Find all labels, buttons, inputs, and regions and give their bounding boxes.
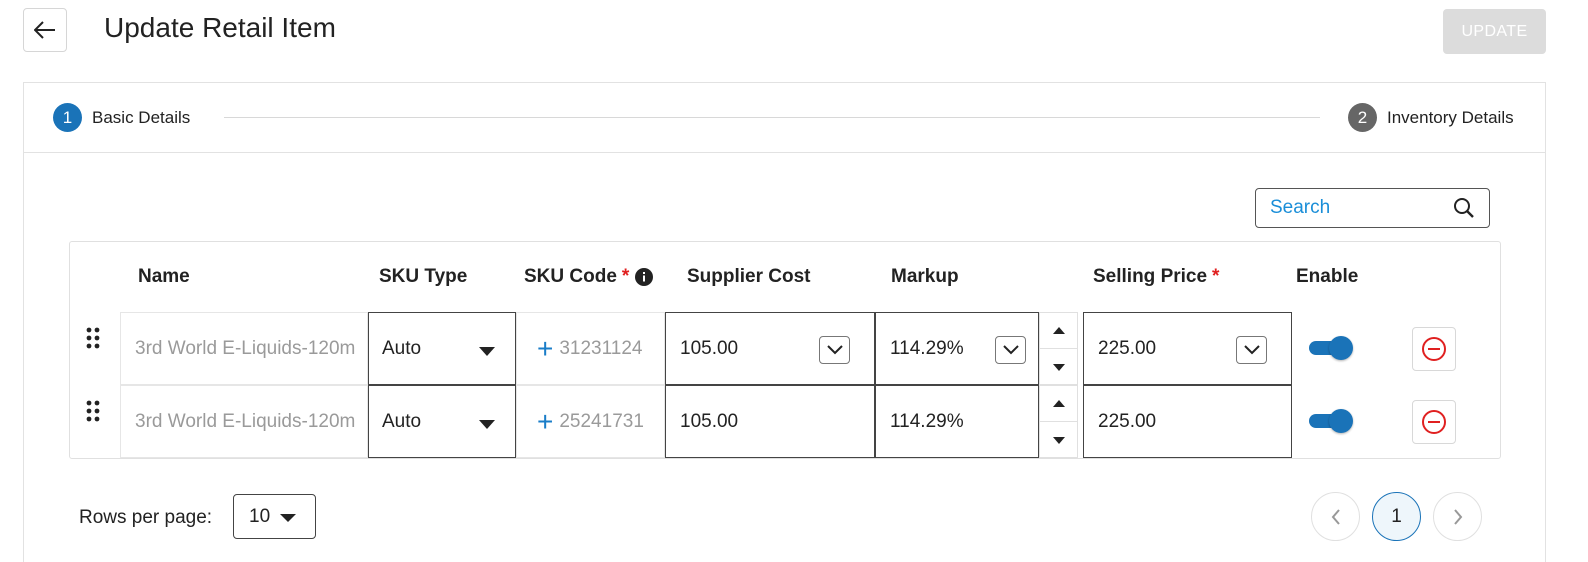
search-field — [1255, 188, 1490, 228]
step-number: 2 — [1348, 103, 1377, 132]
column-header-sku-type: SKU Type — [379, 266, 467, 288]
caret-down-icon — [280, 514, 297, 522]
caret-down-icon — [1052, 436, 1065, 444]
caret-up-icon — [1052, 327, 1065, 334]
column-header-enable: Enable — [1296, 266, 1358, 288]
name-value: 3rd World E-Liquids-120m — [135, 410, 356, 432]
step-label: Inventory Details — [1387, 107, 1514, 127]
column-header-label: Supplier Cost — [687, 266, 811, 287]
sku-type-select[interactable]: Auto — [368, 312, 516, 385]
stepper: 1 Basic Details 2 Inventory Details — [24, 83, 1545, 153]
caret-down-icon — [479, 420, 495, 429]
next-page-button[interactable] — [1433, 492, 1482, 541]
search-input[interactable] — [1270, 197, 1440, 219]
table-row: 3rd World E-Liquids-120m Auto + 31231124… — [70, 312, 1500, 385]
name-field[interactable]: 3rd World E-Liquids-120m — [120, 312, 368, 385]
selling-price-input[interactable]: 225.00 — [1083, 312, 1292, 385]
column-header-label: Selling Price — [1093, 266, 1208, 287]
step-label: Basic Details — [92, 107, 191, 127]
supplier-cost-input[interactable]: 105.00 — [665, 312, 875, 385]
column-header-supplier-cost: Supplier Cost — [687, 266, 811, 288]
column-header-label: Markup — [891, 266, 959, 287]
remove-row-button[interactable] — [1412, 327, 1456, 371]
step-basic-details[interactable]: 1 Basic Details — [53, 103, 190, 132]
prev-page-button[interactable] — [1311, 492, 1360, 541]
search-icon[interactable] — [1453, 197, 1475, 219]
caret-up-icon — [1052, 400, 1065, 407]
chevron-down-icon[interactable] — [995, 336, 1026, 364]
increment-button[interactable] — [1040, 313, 1077, 349]
increment-button[interactable] — [1040, 386, 1077, 422]
chevron-down-icon[interactable] — [819, 336, 850, 364]
step-connector — [224, 117, 1320, 118]
chevron-right-icon — [1453, 508, 1462, 525]
page-title: Update Retail Item — [104, 12, 336, 43]
selling-price-input[interactable]: 225.00 — [1083, 385, 1292, 458]
name-field[interactable]: 3rd World E-Liquids-120m — [120, 385, 368, 458]
column-header-label: SKU Type — [379, 266, 468, 287]
supplier-cost-value: 105.00 — [680, 337, 739, 359]
decrement-button[interactable] — [1040, 349, 1077, 385]
minus-circle-icon — [1422, 337, 1446, 361]
column-header-name: Name — [138, 266, 190, 288]
step-inventory-details[interactable]: 2 Inventory Details — [1348, 103, 1514, 132]
caret-down-icon — [1052, 363, 1065, 371]
enable-toggle[interactable] — [1307, 409, 1353, 433]
plus-icon[interactable]: + — [537, 405, 554, 437]
markup-value: 114.29% — [890, 337, 964, 359]
column-header-sku-code: SKU Code * — [524, 266, 654, 288]
minus-circle-icon — [1422, 410, 1446, 434]
column-header-label: Name — [138, 266, 190, 287]
items-table: Name SKU Type SKU Code * Supplier Cost M… — [69, 241, 1501, 459]
sku-code-field[interactable]: + 31231124 — [516, 312, 665, 385]
back-button[interactable] — [23, 8, 67, 52]
rows-per-page-label: Rows per page: — [79, 507, 213, 528]
sku-code-field[interactable]: + 25241731 — [516, 385, 665, 458]
sku-code-value: 25241731 — [559, 410, 644, 432]
info-icon[interactable] — [635, 268, 654, 286]
chevron-down-icon[interactable] — [1236, 336, 1267, 364]
step-number: 1 — [53, 103, 82, 132]
update-button[interactable]: UPDATE — [1443, 9, 1546, 54]
supplier-cost-value: 105.00 — [680, 410, 739, 432]
page-button-current[interactable]: 1 — [1372, 492, 1421, 541]
rows-per-page-select[interactable]: 10 — [233, 494, 316, 539]
required-mark: * — [1212, 266, 1220, 287]
name-value: 3rd World E-Liquids-120m — [135, 337, 356, 359]
selling-price-value: 225.00 — [1098, 410, 1157, 432]
arrow-left-icon — [34, 21, 55, 39]
chevron-left-icon — [1331, 508, 1340, 525]
drag-handle-icon[interactable] — [86, 400, 100, 427]
column-header-label: Enable — [1296, 266, 1359, 287]
toggle-knob — [1329, 336, 1353, 360]
column-header-label: SKU Code — [524, 266, 617, 287]
drag-handle-icon[interactable] — [86, 327, 100, 354]
sku-code-value: 31231124 — [559, 337, 643, 359]
markup-value: 114.29% — [890, 410, 964, 432]
column-header-selling-price: Selling Price * — [1093, 266, 1219, 288]
remove-row-button[interactable] — [1412, 400, 1456, 444]
required-mark: * — [621, 266, 630, 287]
sku-type-select[interactable]: Auto — [368, 385, 516, 458]
table-row: 3rd World E-Liquids-120m Auto + 25241731… — [70, 385, 1500, 458]
markup-stepper — [1039, 312, 1078, 385]
enable-toggle[interactable] — [1307, 336, 1353, 360]
markup-stepper — [1039, 385, 1078, 458]
markup-input[interactable]: 114.29% — [875, 312, 1039, 385]
caret-down-icon — [479, 347, 495, 356]
decrement-button[interactable] — [1040, 422, 1077, 458]
selling-price-value: 225.00 — [1098, 337, 1157, 359]
sku-type-value: Auto — [382, 337, 422, 359]
form-card: 1 Basic Details 2 Inventory Details Name… — [23, 82, 1546, 562]
column-header-markup: Markup — [891, 266, 959, 288]
markup-input[interactable]: 114.29% — [875, 385, 1039, 458]
toggle-knob — [1329, 409, 1353, 433]
sku-type-value: Auto — [382, 410, 422, 432]
rows-per-page-value: 10 — [249, 505, 271, 527]
plus-icon[interactable]: + — [537, 332, 554, 364]
supplier-cost-input[interactable]: 105.00 — [665, 385, 875, 458]
